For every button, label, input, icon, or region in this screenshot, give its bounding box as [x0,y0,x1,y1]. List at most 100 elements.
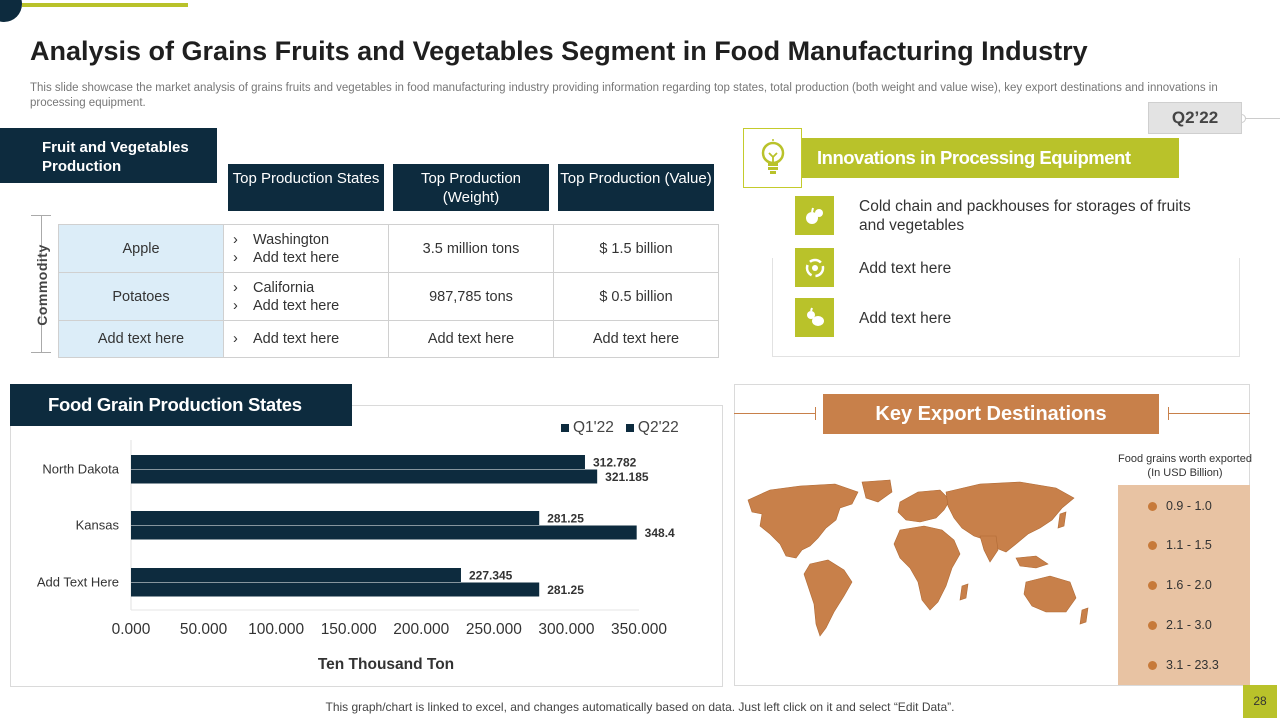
column-header-weight: Top Production (Weight) [393,164,549,211]
table-row: Add text here › Add text here Add text he… [58,320,719,358]
x-tick-label: 0.000 [112,621,151,638]
corner-decoration [0,0,22,22]
legend-item: Q2'22 [625,419,679,437]
top-accent-line [22,3,188,7]
legend-label: Q1'22 [573,419,614,436]
bar-value-label: 321.185 [605,470,649,484]
state-name: California [253,279,315,296]
legend-dot [1148,580,1157,590]
legend-dot [1148,660,1157,670]
new-zealand-shape [1079,607,1089,625]
produce-icon [795,298,834,337]
legend-dot [1148,501,1157,511]
table-row: Potatoes › California › Add text here 987,… [58,272,719,321]
weight-cell: 3.5 million tons [388,224,554,273]
export-title: Key Export Destinations [823,394,1159,434]
chevron-right-icon: › [233,279,238,296]
bar-q1 [131,455,585,469]
table-row: Apple › Washington › Add text here 3.5 mil… [58,224,719,273]
japan-shape [1057,511,1067,529]
page-subtitle: This slide showcase the market analysis … [30,82,1218,109]
x-tick-label: 350.000 [611,621,667,638]
bar-value-label: 312.782 [593,456,637,470]
page-number: 28 [1243,685,1277,718]
legend-label: Q2'22 [637,419,679,436]
column-header-value: Top Production (Value) [558,164,714,211]
legend-swatch [625,424,634,432]
value-cell: $ 0.5 billion [553,272,719,321]
commodity-name: Add text here [58,320,224,358]
grain-section-header: Food Grain Production States [10,384,352,426]
quarter-badge: Q2’22 [1148,102,1242,134]
africa-shape [893,525,961,611]
x-tick-label: 100.000 [248,621,304,638]
value-cell: $ 1.5 billion [553,224,719,273]
bar-q2 [131,582,540,597]
weight-cell: 987,785 tons [388,272,554,321]
legend-item: Q1'22 [561,419,614,437]
category-label: Kansas [76,518,120,533]
divider [734,413,816,414]
bar-value-label: 281.25 [547,583,584,597]
chevron-right-icon: › [233,249,238,266]
innovations-panel [772,258,1240,357]
x-tick-label: 150.000 [321,621,377,638]
legend-range: 0.9 - 1.0 [1148,499,1212,513]
commodity-label: Commodity [34,244,50,326]
grain-chart-panel [10,405,723,687]
legend-swatch [561,424,569,432]
weight-cell: Add text here [388,320,554,358]
states-cell: › California › Add text here [223,272,389,321]
innovation-text: Add text here [859,310,952,327]
commodity-axis-label: Commodity [21,215,63,353]
lightbulb-icon [743,128,802,188]
x-tick-label: 200.000 [393,621,449,638]
commodity-name: Potatoes [58,272,224,321]
production-table: Apple › Washington › Add text here 3.5 mil… [58,224,719,358]
bar-q1 [131,511,540,525]
footer-note: This graph/chart is linked to excel, and… [325,700,955,714]
legend-dot [1148,620,1157,630]
chevron-right-icon: › [233,331,238,347]
quarter-connector [1242,118,1280,119]
europe-shape [897,489,951,523]
recycle-icon [795,248,834,287]
bar-q1 [131,568,461,582]
map-legend-title: Food grains worth exported (In USD Billi… [1118,453,1252,479]
states-cell: › Washington › Add text here [223,224,389,273]
bar-value-label: 281.25 [547,512,584,526]
innovation-text: Cold chain and packhouses for storages o… [859,198,1191,234]
x-axis-title: Ten Thousand Ton [318,656,454,673]
bar-value-label: 227.345 [469,569,513,583]
innovations-title: Innovations in Processing Equipment [802,138,1179,178]
bar-value-label: 348.4 [645,526,675,540]
asia-shape [945,481,1075,553]
map-legend: 0.9 - 1.0 1.1 - 1.5 1.6 - 2.0 2.1 - 3.0 … [1118,485,1250,685]
se-asia-shape [1015,555,1049,569]
greenland-shape [861,479,893,503]
legend-range: 1.6 - 2.0 [1148,578,1212,592]
madagascar-shape [959,583,969,601]
divider [815,407,816,420]
state-name: Add text here [253,297,340,314]
x-tick-label: 300.000 [538,621,594,638]
states-cell: › Add text here [223,320,389,358]
chevron-right-icon: › [233,231,238,248]
page-title: Analysis of Grains Fruits and Vegetables… [30,36,1088,66]
x-tick-label: 250.000 [466,621,522,638]
south-america-shape [803,559,853,637]
legend-range: 3.1 - 23.3 [1148,658,1219,672]
commodity-name: Apple [58,224,224,273]
category-label: North Dakota [42,462,119,477]
legend-range: 1.1 - 1.5 [1148,538,1212,552]
legend-range: 2.1 - 3.0 [1148,618,1212,632]
state-name: Add text here [253,331,340,347]
legend-dot [1148,540,1157,550]
bar-q2 [131,525,637,540]
state-name: Add text here [253,249,340,266]
state-name: Washington [253,231,330,248]
bar-q2 [131,469,598,484]
column-header-states: Top Production States [228,164,384,211]
fruit-veg-header: Fruit and Vegetables Production [0,128,217,183]
